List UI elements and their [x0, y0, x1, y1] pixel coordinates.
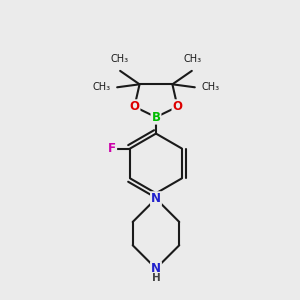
- Text: N: N: [151, 262, 161, 275]
- Text: CH₃: CH₃: [183, 54, 201, 64]
- Text: CH₃: CH₃: [92, 82, 111, 92]
- Text: CH₃: CH₃: [111, 54, 129, 64]
- Text: H: H: [152, 273, 160, 283]
- Text: F: F: [108, 142, 116, 155]
- Text: CH₃: CH₃: [201, 82, 220, 92]
- Text: O: O: [172, 100, 182, 113]
- Text: N: N: [151, 192, 161, 205]
- Text: B: B: [152, 111, 160, 124]
- Text: O: O: [130, 100, 140, 113]
